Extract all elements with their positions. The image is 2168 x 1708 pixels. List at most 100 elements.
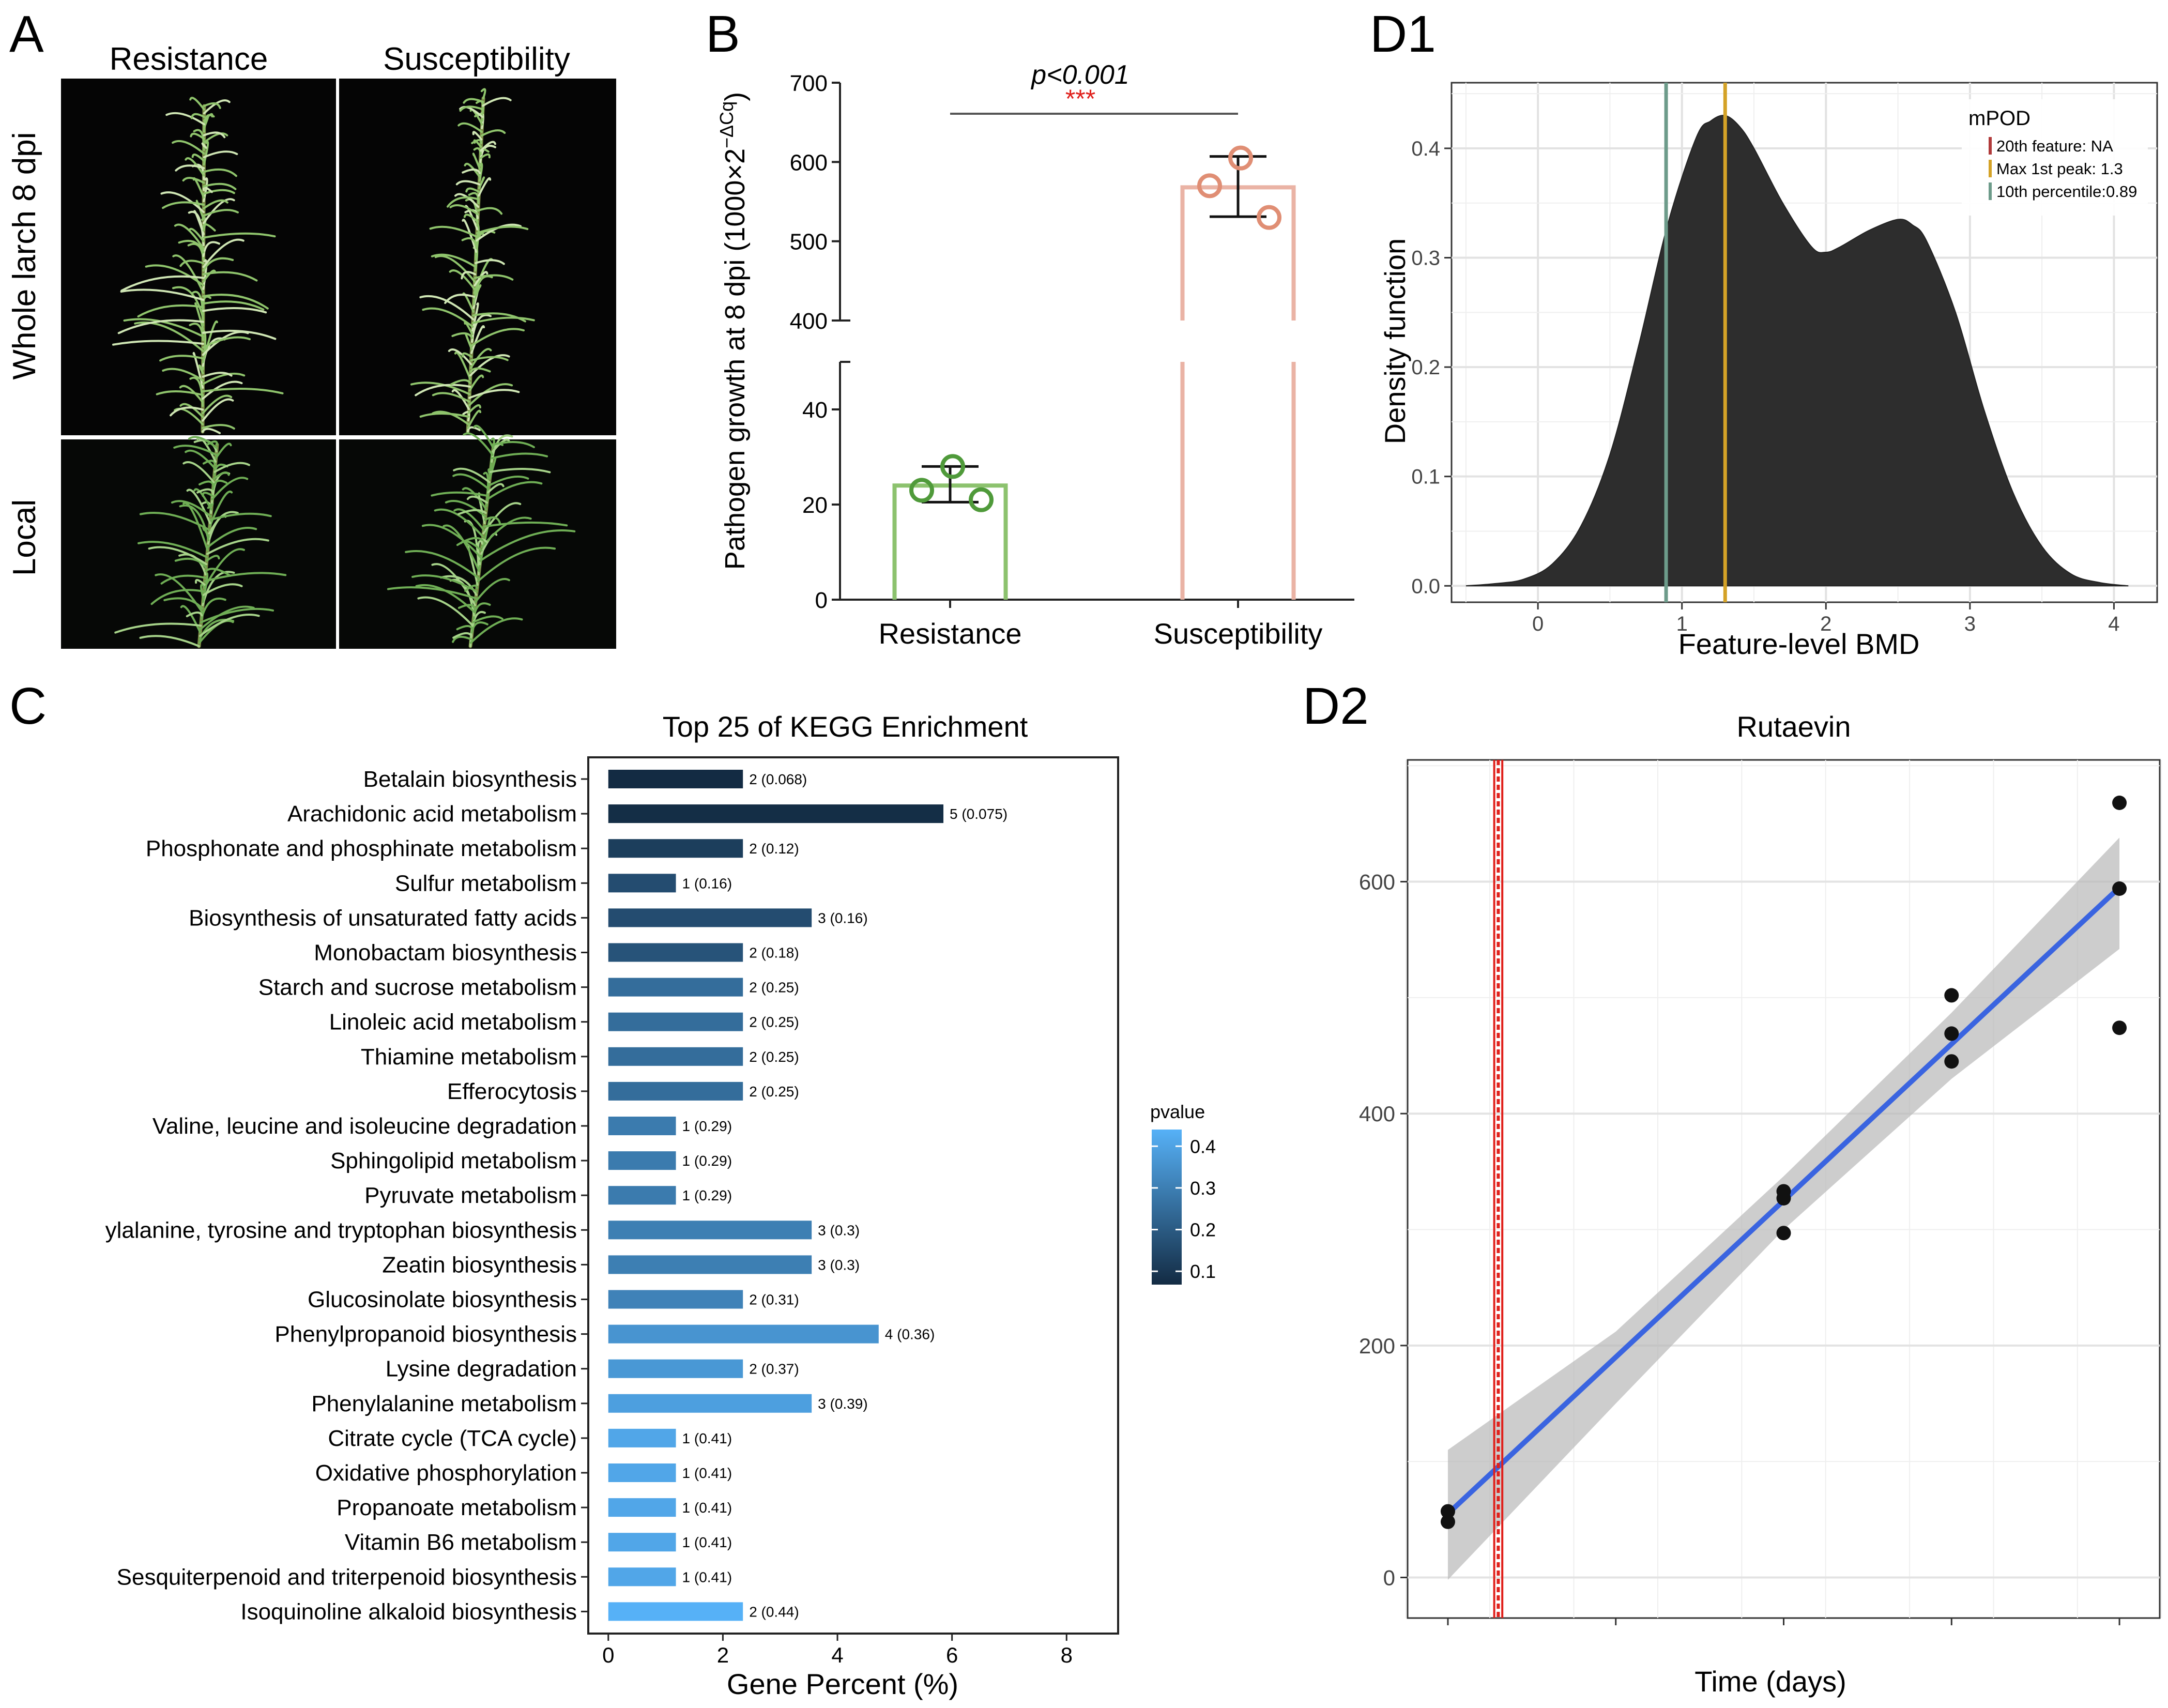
larch-needle bbox=[487, 483, 505, 494]
larch-needle bbox=[444, 294, 476, 304]
c-bar-label: 1 (0.29) bbox=[682, 1153, 732, 1169]
panel-d1-density-chart: 0 1 2 3 4 0.0 0.1 0.2 0.3 0.4 Feature-level BMD D… bbox=[1379, 82, 2158, 660]
larch-needle bbox=[472, 312, 526, 323]
c-category-label: Phenylpropanoid biosynthesis bbox=[274, 1322, 577, 1347]
larch-needle bbox=[203, 189, 235, 195]
larch-local-resistance bbox=[114, 436, 287, 648]
larch-needle bbox=[489, 468, 551, 474]
c-bar-label: 2 (0.18) bbox=[749, 945, 799, 961]
larch-needle bbox=[200, 607, 274, 623]
larch-needle bbox=[202, 527, 210, 538]
larch-needle bbox=[134, 321, 204, 353]
larch-needle bbox=[465, 333, 473, 350]
photo-whole-resistance bbox=[61, 79, 336, 435]
larch-needle bbox=[207, 527, 257, 548]
larch-needle bbox=[190, 132, 205, 140]
larch-needle bbox=[451, 332, 474, 339]
larch-needle bbox=[459, 106, 484, 118]
larch-needle bbox=[477, 546, 556, 583]
d1-y-tick-label: 0.3 bbox=[1411, 247, 1440, 270]
c-title: Top 25 of KEGG Enrichment bbox=[663, 710, 1028, 743]
d1-y-tick-label: 0.0 bbox=[1411, 575, 1440, 598]
larch-needle bbox=[479, 529, 576, 562]
d2-x-axis-label: Time (days) bbox=[1694, 1665, 1846, 1698]
larch-needle bbox=[477, 207, 503, 215]
larch-needle bbox=[173, 445, 218, 456]
c-colorbar-tick-label: 0.1 bbox=[1190, 1261, 1216, 1282]
c-bar bbox=[608, 1081, 743, 1101]
larch-needle bbox=[471, 139, 482, 144]
larch-needle bbox=[202, 372, 246, 385]
b-data-point bbox=[1228, 145, 1253, 171]
c-bar-label: 3 (0.39) bbox=[818, 1396, 868, 1412]
larch-needle bbox=[457, 122, 483, 133]
c-bar bbox=[608, 1359, 743, 1378]
larch-needle bbox=[189, 376, 204, 407]
larch-needle bbox=[202, 223, 216, 232]
larch-needle bbox=[203, 168, 237, 177]
d2-confidence-band bbox=[1447, 837, 2120, 1580]
larch-needle bbox=[479, 153, 491, 159]
larch-needle bbox=[462, 487, 487, 511]
larch-needle bbox=[182, 501, 209, 552]
larch-needle bbox=[117, 319, 205, 334]
b-y-tick-label: 0 bbox=[815, 588, 828, 613]
d2-y-tick-label: 400 bbox=[1359, 1102, 1395, 1126]
c-bar bbox=[608, 1186, 676, 1205]
larch-needle bbox=[199, 480, 215, 487]
larch-needle bbox=[464, 162, 481, 178]
larch-needle bbox=[434, 255, 476, 283]
photo-col-susceptibility: Susceptibility bbox=[383, 41, 570, 77]
d1-legend-label: 10th percentile:0.89 bbox=[1996, 182, 2137, 201]
larch-needle bbox=[211, 477, 249, 500]
larch-needle bbox=[202, 257, 234, 272]
larch-needle bbox=[120, 288, 205, 301]
larch-needle bbox=[174, 407, 204, 425]
larch-needle bbox=[470, 356, 509, 362]
larch-needle bbox=[202, 294, 269, 310]
c-x-tick-label: 4 bbox=[831, 1643, 843, 1667]
d1-y-tick-label: 0.2 bbox=[1411, 356, 1440, 379]
larch-needle bbox=[463, 213, 479, 223]
larch-needle bbox=[455, 180, 481, 186]
larch-needle bbox=[452, 635, 472, 643]
photo-col-resistance: Resistance bbox=[110, 41, 268, 77]
larch-needle bbox=[469, 617, 523, 644]
larch-needle bbox=[179, 403, 204, 418]
larch-needle bbox=[205, 555, 220, 562]
larch-needle bbox=[202, 238, 245, 268]
c-colorbar-title: pvalue bbox=[1150, 1101, 1205, 1122]
larch-needle bbox=[203, 99, 231, 115]
d2-data-point bbox=[1440, 1514, 1455, 1529]
c-category-label: Sphingolipid metabolism bbox=[330, 1148, 577, 1173]
c-bar-label: 3 (0.3) bbox=[818, 1222, 860, 1238]
larch-needle bbox=[456, 625, 474, 631]
larch-needle bbox=[387, 586, 477, 600]
larch-needle bbox=[473, 424, 495, 449]
larch-needle bbox=[459, 105, 484, 112]
larch-needle bbox=[203, 141, 209, 166]
larch-needle bbox=[205, 568, 232, 577]
c-category-label: Oxidative phosphorylation bbox=[315, 1460, 577, 1486]
c-colorbar-tick-label: 0.3 bbox=[1190, 1178, 1216, 1199]
d1-x-tick-label: 4 bbox=[2108, 613, 2119, 635]
larch-needle bbox=[461, 237, 478, 249]
c-bar-label: 4 (0.36) bbox=[885, 1326, 935, 1343]
c-bar bbox=[608, 1117, 676, 1135]
c-category-label: Isoquinoline alkaloid biosynthesis bbox=[240, 1599, 577, 1624]
c-category-label: Zeatin biosynthesis bbox=[382, 1252, 577, 1277]
larch-needle bbox=[194, 578, 206, 586]
larch-needle bbox=[190, 113, 205, 119]
larch-needle bbox=[202, 271, 258, 282]
larch-needle bbox=[189, 97, 205, 111]
larch-needle bbox=[454, 193, 480, 208]
larch-needle bbox=[179, 385, 204, 404]
larch-needle bbox=[471, 316, 535, 324]
larch-needle bbox=[120, 275, 205, 292]
larch-needle bbox=[202, 198, 235, 224]
larch-needle bbox=[165, 112, 205, 126]
larch-needle bbox=[454, 352, 471, 380]
panel-label-d1: D1 bbox=[1370, 5, 1436, 63]
larch-needle bbox=[478, 177, 492, 197]
b-x-tick-label: Resistance bbox=[878, 617, 1021, 650]
